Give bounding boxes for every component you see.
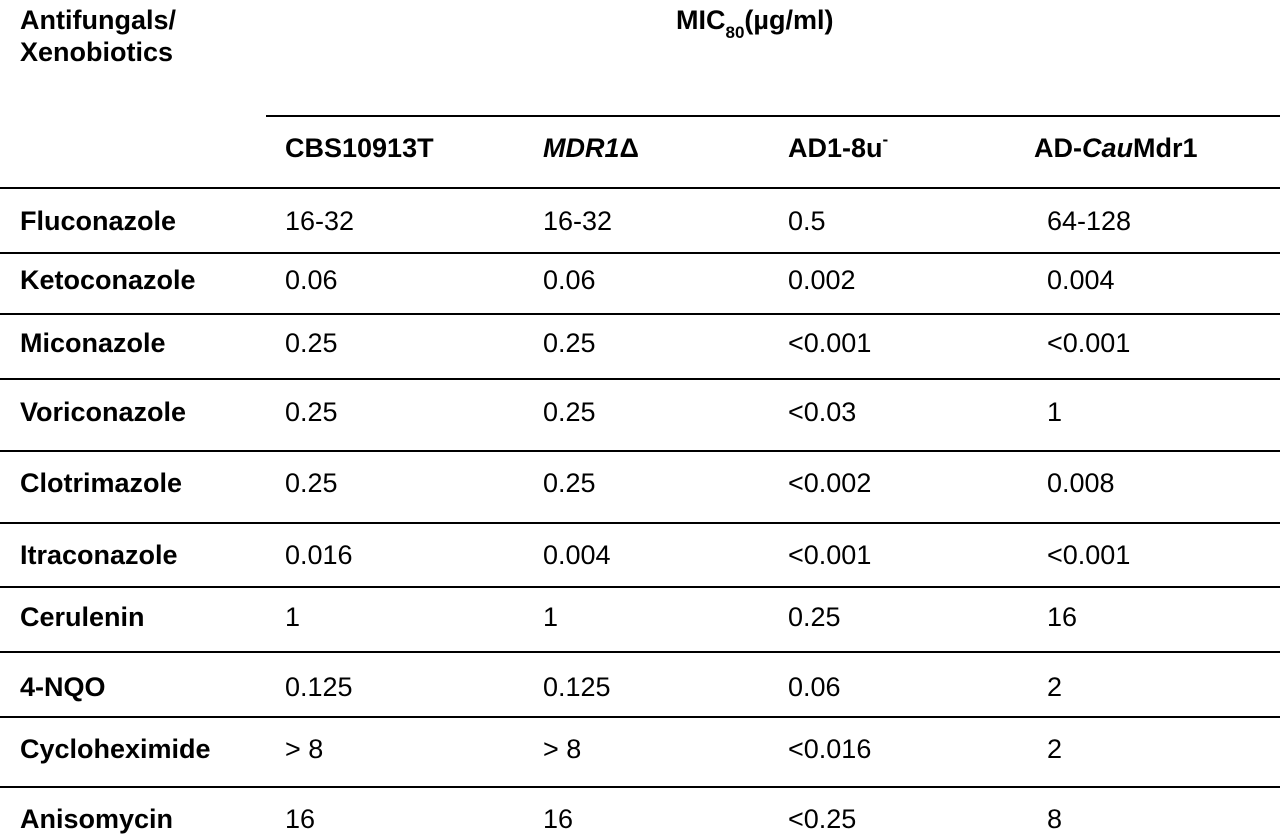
column-header-divider bbox=[0, 187, 1280, 189]
row-divider bbox=[0, 786, 1280, 788]
table-cell: 0.06 bbox=[788, 672, 841, 702]
row-label: Miconazole bbox=[20, 328, 166, 358]
mic-units: (µg/ml) bbox=[744, 5, 834, 35]
table-cell: 0.25 bbox=[543, 468, 596, 498]
table-cell: 16 bbox=[285, 804, 316, 834]
table-cell: 64-128 bbox=[1047, 206, 1132, 236]
column-header-cau-italic: Cau bbox=[1082, 133, 1134, 163]
table-cell: <0.001 bbox=[788, 540, 872, 570]
table-cell: 0.125 bbox=[285, 672, 353, 702]
row-divider bbox=[0, 313, 1280, 315]
column-header-ad-caumdr1: AD-CauMdr1 bbox=[1034, 132, 1198, 164]
table-cell: 0.004 bbox=[543, 540, 611, 570]
column-header-cbs10913t: CBS10913T bbox=[285, 133, 434, 163]
row-divider bbox=[0, 651, 1280, 653]
table-cell: 16 bbox=[1047, 602, 1078, 632]
table-cell: 0.016 bbox=[285, 540, 353, 570]
column-header-ad1-8u-superscript: - bbox=[882, 130, 889, 149]
table-cell: 0.06 bbox=[285, 265, 338, 295]
table-cell: <0.03 bbox=[788, 397, 857, 427]
table-cell: <0.016 bbox=[788, 734, 872, 764]
table-cell: 16-32 bbox=[543, 206, 613, 236]
table-cell: 0.125 bbox=[543, 672, 611, 702]
table-cell: 0.25 bbox=[285, 328, 338, 358]
table-cell: <0.001 bbox=[788, 328, 872, 358]
table-cell: 8 bbox=[1047, 804, 1063, 834]
row-divider bbox=[0, 716, 1280, 718]
table-cell: 1 bbox=[1047, 397, 1063, 427]
row-divider bbox=[0, 586, 1280, 588]
row-divider bbox=[0, 522, 1280, 524]
table-cell: 0.25 bbox=[788, 602, 841, 632]
table-cell: 0.008 bbox=[1047, 468, 1115, 498]
table-cell: 0.25 bbox=[543, 397, 596, 427]
row-label: Cerulenin bbox=[20, 602, 145, 632]
row-label: Itraconazole bbox=[20, 540, 178, 570]
table-cell: 2 bbox=[1047, 672, 1063, 702]
table-cell: 16-32 bbox=[285, 206, 355, 236]
column-header-mdr1-suffix: Δ bbox=[619, 133, 639, 163]
header-divider bbox=[266, 115, 1280, 117]
column-header-mdr1-suffix-text: Mdr1 bbox=[1133, 133, 1198, 163]
mic-subscript: 80 bbox=[725, 23, 745, 42]
table-cell: > 8 bbox=[543, 734, 582, 764]
table-cell: 16 bbox=[543, 804, 574, 834]
table-cell: <0.001 bbox=[1047, 540, 1131, 570]
row-divider bbox=[0, 252, 1280, 254]
column-header-mdr1-italic: MDR1 bbox=[543, 133, 620, 163]
row-label: Cycloheximide bbox=[20, 734, 211, 764]
table-cell: <0.001 bbox=[1047, 328, 1131, 358]
row-divider bbox=[0, 450, 1280, 452]
row-divider bbox=[0, 378, 1280, 380]
column-header-mdr1-delta: MDR1Δ bbox=[543, 132, 639, 164]
table-cell: 0.06 bbox=[543, 265, 596, 295]
row-label: 4-NQO bbox=[20, 672, 106, 702]
table-cell: > 8 bbox=[285, 734, 324, 764]
row-header-line1: Antifungals/ bbox=[20, 5, 176, 35]
row-label: Clotrimazole bbox=[20, 468, 183, 498]
table-cell: 1 bbox=[543, 602, 559, 632]
column-header-ad1-8u: AD1-8u- bbox=[788, 130, 889, 168]
table-cell: 0.002 bbox=[788, 265, 856, 295]
table-cell: <0.25 bbox=[788, 804, 857, 834]
table-cell: <0.002 bbox=[788, 468, 872, 498]
mic-label: MIC bbox=[676, 5, 726, 35]
table-cell: 0.004 bbox=[1047, 265, 1115, 295]
mic-header: MIC80(µg/ml) bbox=[676, 4, 834, 42]
table-cell: 2 bbox=[1047, 734, 1063, 764]
table-cell: 1 bbox=[285, 602, 301, 632]
table-cell: 0.25 bbox=[285, 397, 338, 427]
table-cell: 0.5 bbox=[788, 206, 826, 236]
row-label: Ketoconazole bbox=[20, 265, 196, 295]
row-header-line2: Xenobiotics bbox=[20, 37, 174, 67]
column-header-ad-prefix: AD- bbox=[1034, 133, 1082, 163]
column-header-ad1-8u-text: AD1-8u bbox=[788, 133, 883, 163]
table-cell: 0.25 bbox=[285, 468, 338, 498]
table-cell: 0.25 bbox=[543, 328, 596, 358]
row-label: Fluconazole bbox=[20, 206, 177, 236]
row-label: Anisomycin bbox=[20, 804, 174, 834]
row-label: Voriconazole bbox=[20, 397, 187, 427]
